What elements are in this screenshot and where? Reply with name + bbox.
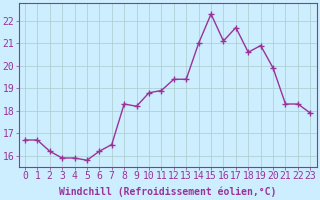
X-axis label: Windchill (Refroidissement éolien,°C): Windchill (Refroidissement éolien,°C) [59, 187, 276, 197]
